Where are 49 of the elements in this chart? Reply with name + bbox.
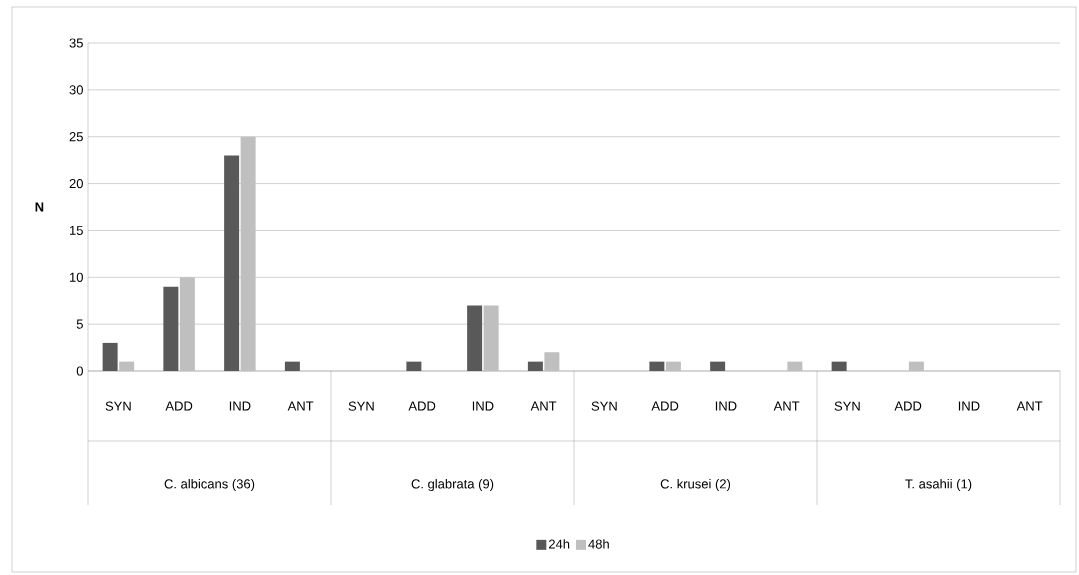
legend-label: 48h — [588, 539, 609, 549]
y-tick-label: 5 — [76, 319, 83, 329]
text: T. asahii (1) — [905, 478, 972, 492]
bar — [787, 361, 803, 371]
x-tick-label: ANT — [1016, 401, 1043, 411]
bar — [483, 305, 499, 371]
x-tick-label: SYN — [105, 401, 131, 411]
text: C. krusei (2) — [660, 478, 731, 492]
y-tick-label: 20 — [69, 178, 83, 189]
bar — [527, 361, 543, 371]
y-tick-label: 10 — [69, 272, 83, 282]
y-axis-title: N — [35, 202, 44, 212]
y-tick-label: 30 — [69, 85, 83, 95]
bar — [467, 305, 483, 371]
x-tick-label: ADD — [894, 401, 922, 411]
x-tick-label: ANT — [287, 401, 314, 411]
legend-label: 24h — [548, 539, 570, 549]
bar — [284, 361, 300, 371]
bar — [102, 342, 118, 371]
x-tick-label: ANT — [530, 401, 557, 411]
x-tick-label: IND — [472, 401, 494, 411]
bar — [406, 361, 422, 371]
x-tick-label: IND — [229, 401, 251, 411]
bar — [240, 136, 256, 371]
y-tick-label: 0 — [76, 366, 83, 376]
bar — [831, 361, 847, 371]
text: C. albicans (36) — [164, 478, 255, 492]
x-tick-label: SYN — [591, 401, 617, 411]
x-tick-label: SYN — [834, 401, 860, 411]
x-tick-label: IND — [715, 401, 737, 411]
x-tick-label: SYN — [348, 401, 374, 411]
bar — [119, 361, 135, 371]
x-tick-label: ANT — [773, 401, 800, 411]
bar — [665, 361, 681, 371]
y-tick-label: 35 — [69, 38, 83, 48]
bar — [710, 361, 726, 371]
bar — [179, 277, 195, 371]
y-tick-label: 25 — [69, 132, 83, 142]
y-tick-label: 15 — [69, 225, 83, 235]
x-tick-label: ADD — [165, 401, 193, 411]
text: C. glabrata (9) — [411, 478, 494, 492]
bar — [649, 361, 665, 371]
x-tick-label: ADD — [651, 401, 679, 411]
x-tick-label: ADD — [408, 401, 436, 411]
bar — [544, 352, 560, 371]
bar — [224, 155, 240, 371]
x-tick-label: IND — [958, 401, 980, 411]
bar — [163, 286, 179, 371]
bar — [908, 361, 924, 371]
